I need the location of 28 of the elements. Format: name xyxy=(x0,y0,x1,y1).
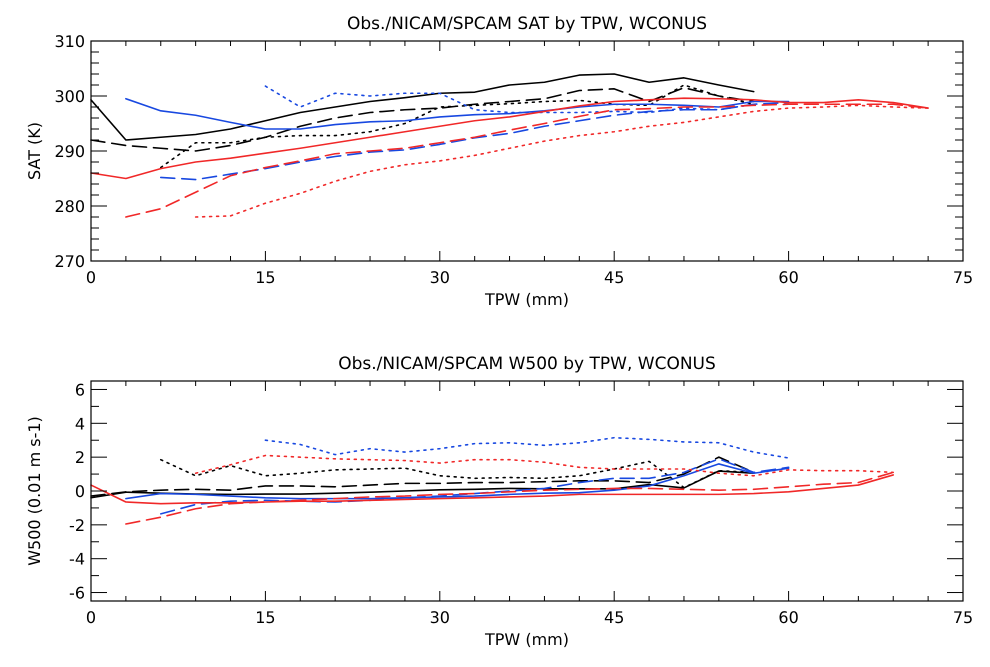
y-tick-label: 290 xyxy=(54,142,85,161)
y-axis-title: W500 (0.01 m s-1) xyxy=(25,416,44,566)
y-tick-label: -4 xyxy=(69,550,85,569)
x-tick-label: 30 xyxy=(430,268,450,287)
y-tick-label: -2 xyxy=(69,516,85,535)
x-tick-label: 75 xyxy=(952,268,974,287)
x-axis-title: TPW (mm) xyxy=(484,290,569,309)
y-tick-label: 0 xyxy=(74,482,85,501)
x-tick-label: 30 xyxy=(430,608,450,627)
y-tick-label: -6 xyxy=(69,584,85,603)
y-tick-label: 6 xyxy=(74,380,85,400)
x-axis-title: TPW (mm) xyxy=(484,630,569,649)
y-tick-label: 2 xyxy=(74,448,85,468)
chart-title: Obs./NICAM/SPCAM SAT by TPW, WCONUS xyxy=(346,14,708,34)
x-tick-label: 15 xyxy=(255,268,276,287)
y-tick-label: 270 xyxy=(54,252,85,271)
chart-title: Obs./NICAM/SPCAM W500 by TPW, WCONUS xyxy=(338,354,716,374)
y-tick-label: 310 xyxy=(54,32,85,51)
y-tick-label: 300 xyxy=(54,87,85,106)
y-tick-label: 280 xyxy=(54,197,85,216)
x-tick-label: 15 xyxy=(255,608,276,627)
x-tick-label: 60 xyxy=(778,608,799,627)
y-axis-title: SAT (K) xyxy=(25,122,44,180)
x-tick-label: 60 xyxy=(778,268,799,287)
y-tick-label: 4 xyxy=(74,414,85,434)
x-tick-label: 75 xyxy=(952,608,974,627)
x-tick-label: 45 xyxy=(604,268,624,287)
x-tick-label: 45 xyxy=(604,608,624,627)
